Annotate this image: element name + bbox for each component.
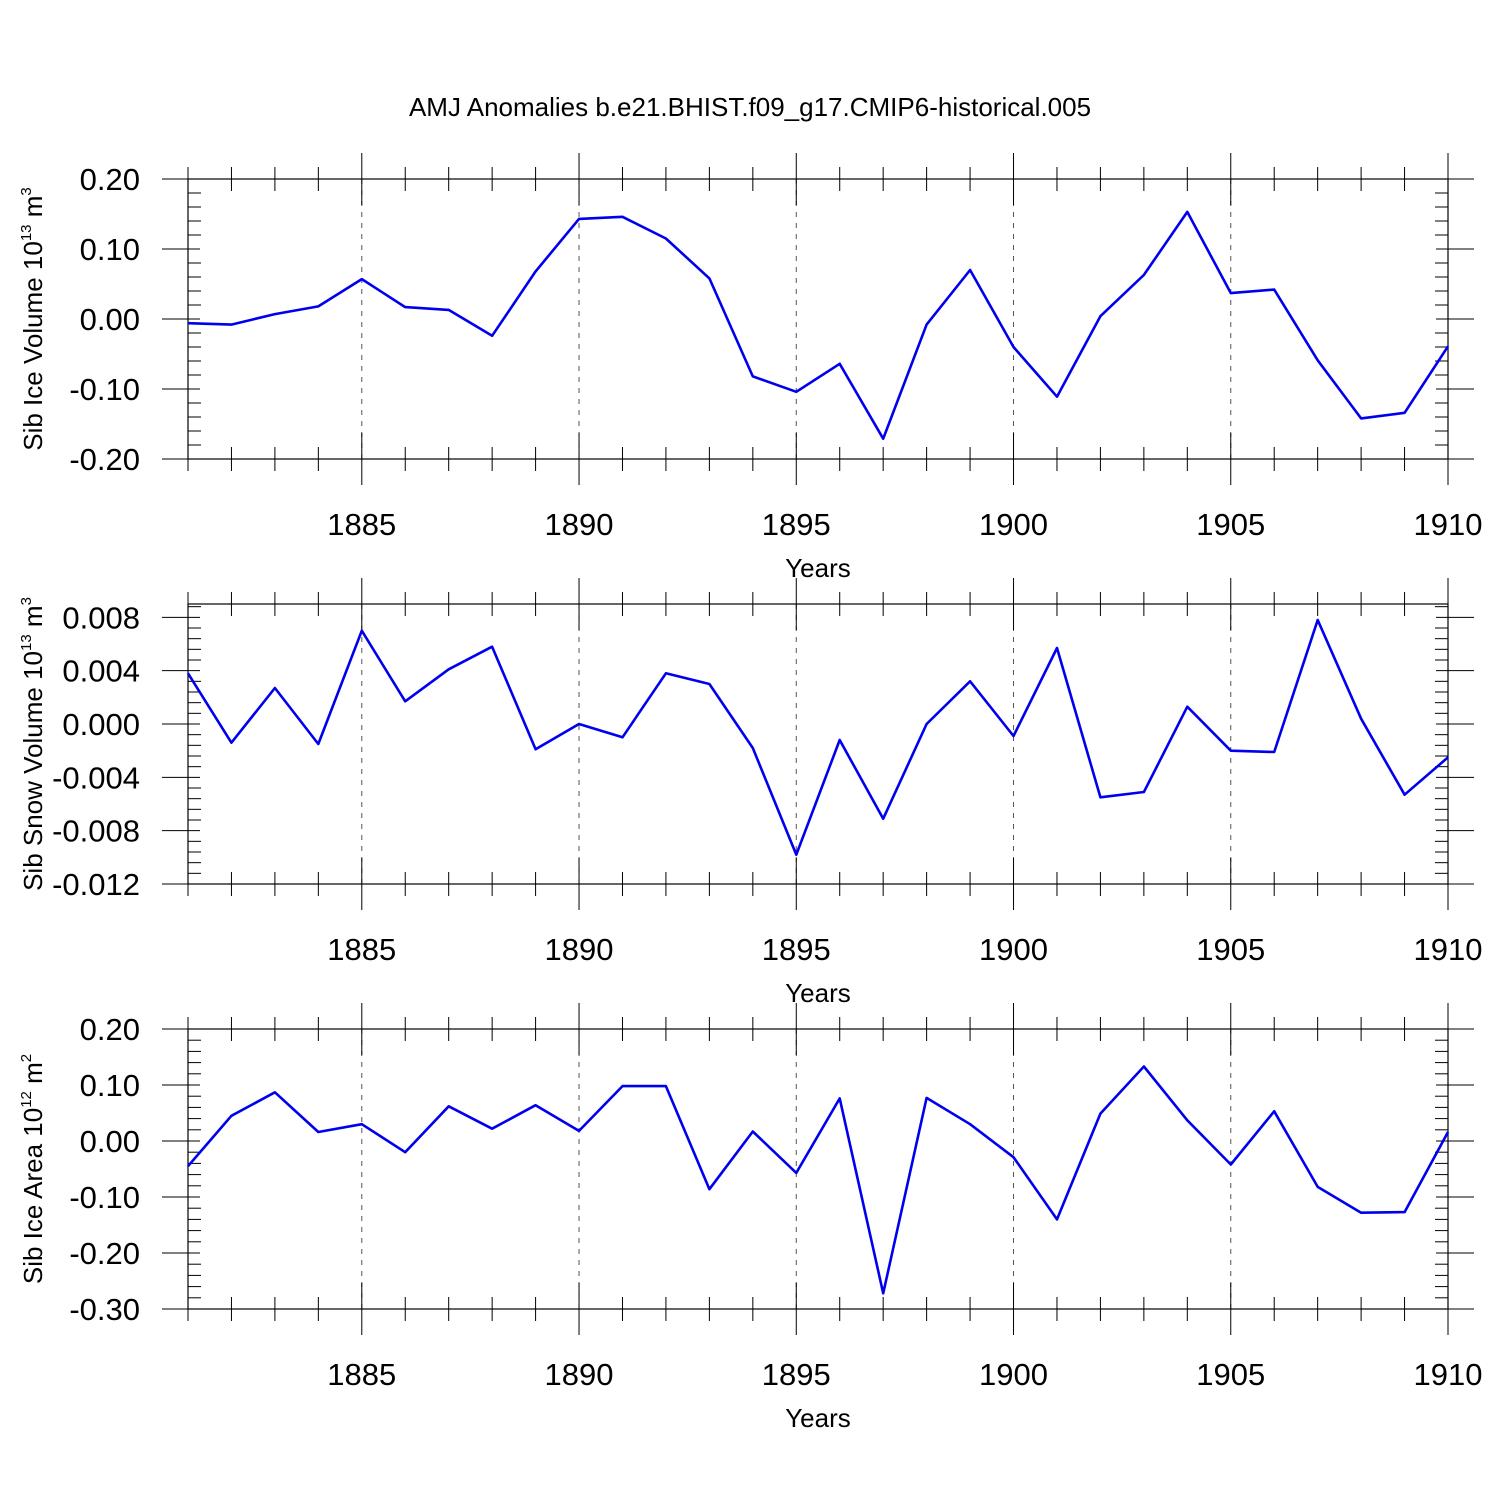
series-line-1-0 <box>187 210 1450 441</box>
x-tick-label: 1905 <box>1196 507 1265 542</box>
x-tick-label: 1890 <box>545 932 614 967</box>
y-tick-label: 0.00 <box>80 1124 140 1159</box>
x-axis-label: Years <box>785 1403 851 1433</box>
y-tick-label: 0.20 <box>80 162 140 197</box>
x-axis-label: Years <box>785 978 851 1008</box>
y-axis-label-part: m <box>18 196 48 225</box>
y-axis-label-superscript: 12 <box>18 1091 35 1108</box>
y-tick-label: -0.004 <box>52 760 140 795</box>
chart-panel-2: -0.012 -0.008 -0.004 0.000 0.004 0.008 1885 189… <box>18 578 1482 1008</box>
x-tick-label: 1895 <box>762 1357 831 1392</box>
y-axis-label-superscript: 3 <box>18 187 35 195</box>
chart-panel-3: -0.30 -0.20 -0.10 0.00 0.10 0.20 1885 1890 1895 1… <box>18 1003 1482 1433</box>
series-line-2-0 <box>186 618 1449 857</box>
y-axis-label: Sib Ice Area 1012 m2 <box>18 1054 48 1284</box>
x-tick-label: 1910 <box>1414 507 1483 542</box>
y-tick-label: -0.008 <box>52 814 140 849</box>
x-tick-label: 1885 <box>327 1357 396 1392</box>
y-axis-label-part: m <box>18 1062 48 1091</box>
y-tick-label: -0.20 <box>69 1236 140 1271</box>
x-tick-label: 1895 <box>762 507 831 542</box>
plot-frame <box>187 603 1449 885</box>
y-axis-label-superscript: 13 <box>18 634 35 651</box>
y-tick-label: -0.10 <box>69 372 140 407</box>
x-tick-label: 1900 <box>979 932 1048 967</box>
plot-frame <box>187 1028 1449 1310</box>
x-tick-label: 1905 <box>1196 1357 1265 1392</box>
x-tick-label: 1905 <box>1196 932 1265 967</box>
x-tick-label: 1890 <box>545 507 614 542</box>
y-axis-label-part: Sib Ice Area 10 <box>18 1108 48 1284</box>
y-axis-label-superscript: 2 <box>18 1054 35 1062</box>
y-axis-label-part: m <box>18 605 48 634</box>
x-tick-label: 1900 <box>979 1357 1048 1392</box>
y-axis-label-part: Sib Ice Volume 10 <box>18 241 48 451</box>
y-tick-label: 0.10 <box>80 1068 140 1103</box>
y-tick-label: -0.30 <box>69 1292 140 1327</box>
y-axis-label-superscript: 3 <box>18 597 35 605</box>
x-tick-label: 1890 <box>545 1357 614 1392</box>
y-tick-label: -0.10 <box>69 1180 140 1215</box>
x-tick-label: 1885 <box>327 932 396 967</box>
x-tick-label: 1895 <box>762 932 831 967</box>
y-tick-label: 0.00 <box>80 302 140 337</box>
y-tick-label: 0.004 <box>62 654 140 689</box>
x-tick-label: 1910 <box>1414 932 1483 967</box>
y-tick-label: 0.008 <box>62 600 140 635</box>
figure-title: AMJ Anomalies b.e21.BHIST.f09_g17.CMIP6-… <box>409 92 1091 122</box>
y-tick-label: 0.000 <box>62 707 140 742</box>
x-axis-label: Years <box>785 553 851 583</box>
x-tick-label: 1910 <box>1414 1357 1483 1392</box>
x-tick-label: 1885 <box>327 507 396 542</box>
y-axis-label-superscript: 13 <box>18 224 35 241</box>
y-tick-label: -0.20 <box>69 442 140 477</box>
y-tick-label: -0.012 <box>52 867 140 902</box>
series-line-3-0 <box>187 1065 1450 1295</box>
y-tick-label: 0.20 <box>80 1012 140 1047</box>
chart-panel-1: -0.20 -0.10 0.00 0.10 0.20 1885 1890 1895 1900 19… <box>18 153 1482 583</box>
plot-frame <box>187 178 1449 460</box>
y-axis-label: Sib Snow Volume 1013 m3 <box>18 597 48 891</box>
y-tick-label: 0.10 <box>80 232 140 267</box>
x-tick-label: 1900 <box>979 507 1048 542</box>
y-axis-label: Sib Ice Volume 1013 m3 <box>18 187 48 451</box>
y-axis-label-part: Sib Snow Volume 10 <box>18 651 48 891</box>
